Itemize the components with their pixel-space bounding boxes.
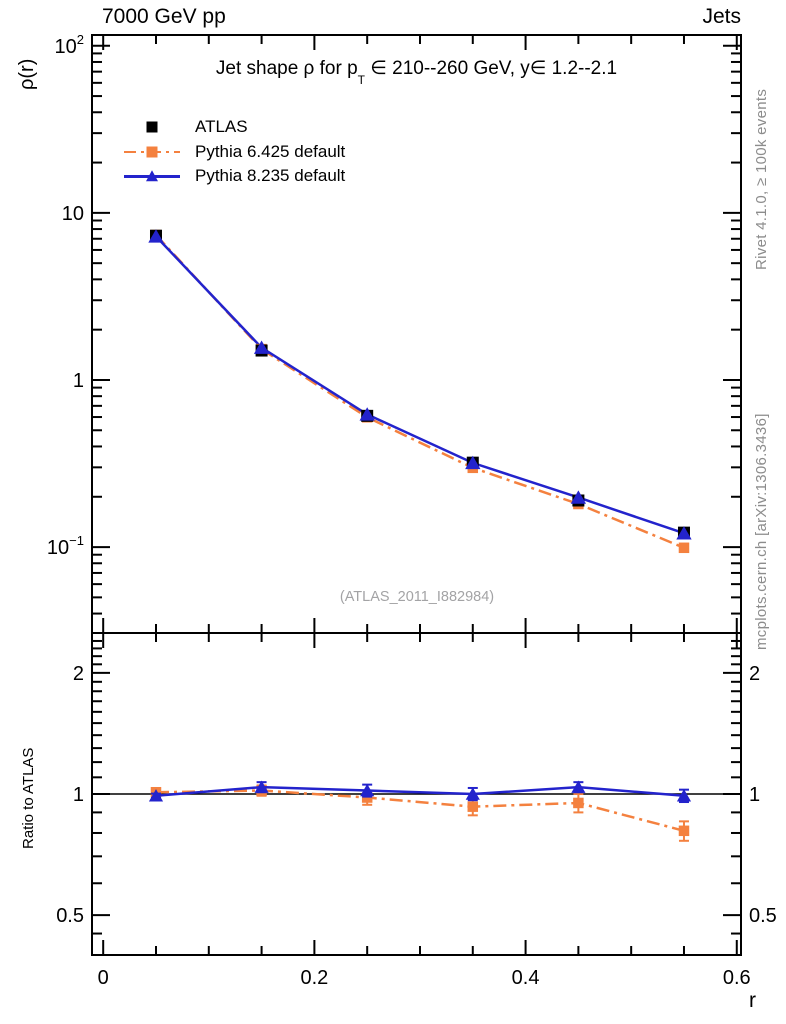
ratio-ytick-label-right: 1 [749,784,760,806]
xtick-label: 0.6 [723,967,751,989]
pythia-8-235-default-markers [148,229,692,540]
data-point-triangle [676,789,692,802]
data-point-triangle [465,455,481,470]
legend-row-3: Pythia 8.235 default [124,164,345,189]
atlas-markers [149,229,690,539]
process-label: Jets [702,5,741,28]
pythia-8-235-default-line [155,235,685,535]
legend-label: Pythia 6.425 default [195,141,346,161]
x-axis-title: r [749,989,756,1012]
square-marker-icon [124,120,180,134]
main-panel-series [148,229,692,554]
legend-row-2: Pythia 6.425 default [124,140,345,165]
beam-energy-label: 7000 GeV pp [102,5,226,28]
data-point-square [678,825,690,837]
legend-label: Pythia 8.235 default [195,166,346,186]
data-point-triangle [148,789,164,802]
main-ytick-label: 1 [73,370,84,392]
triangle-marker-icon [124,169,180,183]
side-note-generator: Rivet 4.1.0, ≥ 100k events [753,88,770,270]
data-point-triangle [465,787,480,800]
xtick-label: 0 [98,967,109,989]
pythia-6-425-default-markers [150,229,690,554]
ratio-ytick-label: 1 [73,784,84,806]
legend-marker-sample [146,170,158,182]
pythia-6-425-default-ratio-line [155,789,685,833]
axis-tick-labels: 102 10 1 10−1 2 2 1 1 0.5 0.5 0 0.2 0.4 0.6 [47,32,777,989]
data-point-triangle [253,340,270,354]
data-point-triangle [571,780,586,793]
main-ytick-label: 102 [55,32,84,58]
ratio-ytick-label: 2 [73,663,84,685]
legend: ATLAS Pythia 6.425 default Pythia 8.235 de… [124,115,345,189]
ratio-ytick-label-right: 0.5 [749,905,777,927]
data-point-square [467,801,479,812]
pythia-8-235-default-ratio-markers [148,780,692,802]
legend-marker-sample [146,121,158,133]
side-note-source: mcplots.cern.ch [arXiv:1306.3436] [753,413,770,650]
square-marker-icon [124,145,180,159]
legend-row-1: ATLAS [124,115,345,140]
data-point-triangle [148,229,164,243]
y-axis-title-ratio: Ratio to ATLAS [20,747,37,849]
ratio-ytick-label-right: 2 [749,663,760,685]
y-axis-title-main: ρ(r) [16,58,38,90]
xtick-label: 0.2 [300,967,328,989]
analysis-watermark: (ATLAS_2011_I882984) [339,589,495,605]
pythia-6-425-default-line [155,234,685,549]
data-point-triangle [254,780,269,793]
data-point-square [573,797,584,809]
ratio-ytick-label: 0.5 [56,905,84,927]
legend-label: ATLAS [195,117,248,137]
xtick-label: 0.4 [512,967,540,989]
data-point-square [678,542,690,554]
main-ytick-label: 10 [62,203,84,225]
main-ytick-label: 10−1 [47,533,84,559]
data-point-triangle [570,490,587,504]
data-point-triangle [359,407,375,421]
legend-marker-sample [146,146,158,158]
data-point-triangle [360,783,375,797]
ratio-panel-series [92,780,741,842]
main-plot-title: Jet shape ρ for pT ∈ 210--260 GeV, y∈ 1.… [215,58,618,87]
data-point-triangle [676,526,692,540]
pythia-8-235-default-ratio-line [155,785,685,797]
axis-ticks [92,35,741,955]
